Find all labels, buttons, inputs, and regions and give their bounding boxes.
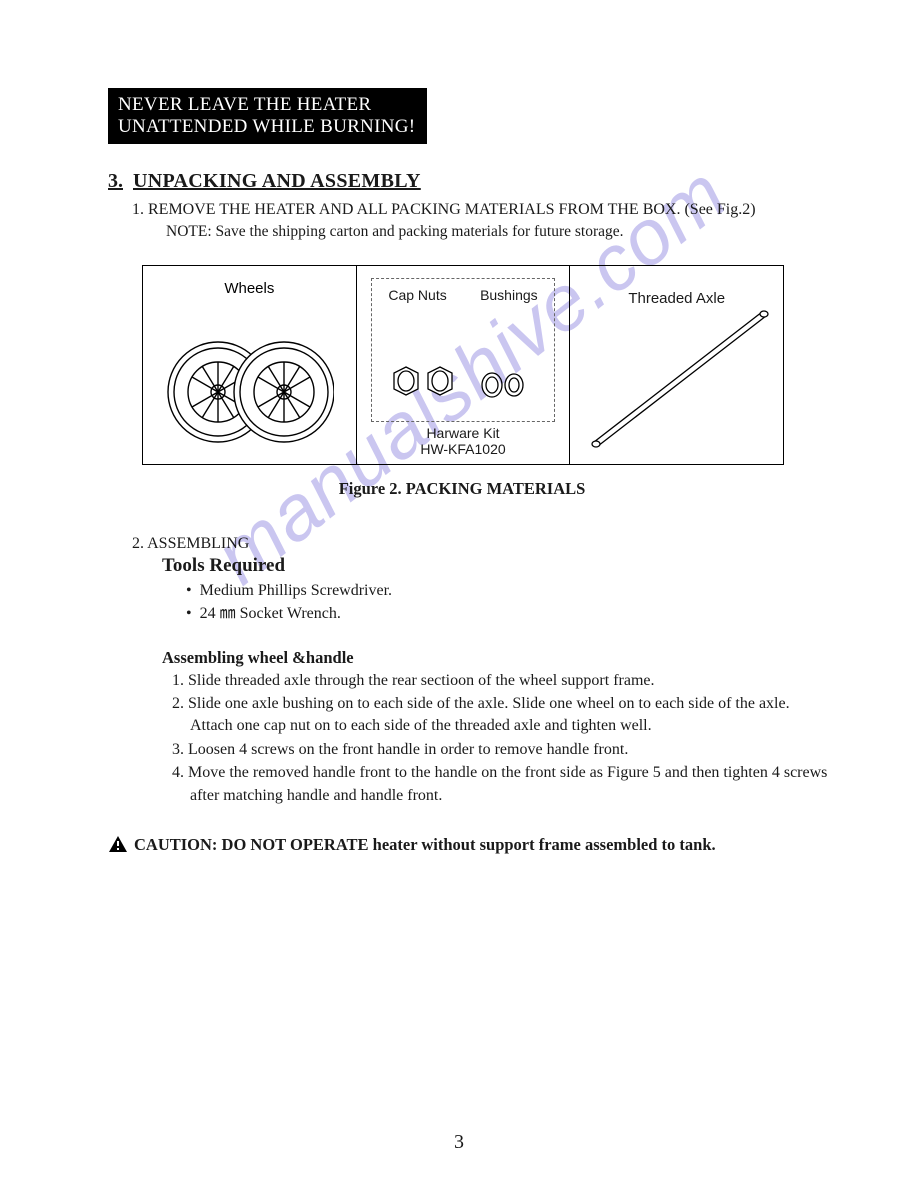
manual-page: manualshive.com NEVER LEAVE THE HEATER U… [0, 0, 918, 1188]
hardware-kit-line1: Harware Kit [357, 425, 570, 442]
hardware-kit-dashed-box: Cap Nuts Bushings [371, 278, 556, 422]
step-1-text: 1. REMOVE THE HEATER AND ALL PACKING MAT… [132, 199, 828, 221]
assemble-step-4: 4. Move the removed handle front to the … [172, 762, 828, 807]
assembling-steps-list: 1. Slide threaded axle through the rear … [172, 670, 828, 807]
tools-required-list: Medium Phillips Screwdriver. 24 ㎜ Socket… [186, 579, 828, 625]
section-heading: 3. UNPACKING AND ASSEMBLY [108, 170, 828, 193]
warning-line-2: UNATTENDED WHILE BURNING! [118, 116, 415, 138]
capnuts-illustration [386, 361, 464, 407]
tool-item-1: Medium Phillips Screwdriver. [186, 579, 828, 602]
figure-panel-wheels: Wheels [143, 266, 357, 464]
bushings-label: Bushings [480, 287, 538, 303]
wheels-illustration [164, 330, 334, 450]
hardware-kit-caption: Harware Kit HW-KFA1020 [357, 425, 570, 459]
tools-required-title: Tools Required [162, 555, 828, 577]
caution-text: CAUTION: DO NOT OPERATE heater without s… [134, 835, 716, 855]
axle-illustration [580, 296, 775, 456]
assemble-step-1: 1. Slide threaded axle through the rear … [172, 670, 828, 692]
step-1-block: 1. REMOVE THE HEATER AND ALL PACKING MAT… [132, 199, 828, 244]
warning-banner: NEVER LEAVE THE HEATER UNATTENDED WHILE … [108, 88, 427, 144]
step-2-head: 2. ASSEMBLING [132, 535, 828, 553]
caution-row: CAUTION: DO NOT OPERATE heater without s… [108, 835, 828, 855]
assembling-subtitle: Assembling wheel &handle [162, 648, 828, 668]
step-1-note: NOTE: Save the shipping carton and packi… [166, 222, 828, 243]
assemble-step-3: 3. Loosen 4 screws on the front handle i… [172, 739, 828, 761]
wheels-label: Wheels [143, 280, 356, 297]
assemble-step-2: 2. Slide one axle bushing on to each sid… [172, 693, 828, 738]
figure-2-caption: Figure 2. PACKING MATERIALS [142, 479, 782, 499]
tool-item-2: 24 ㎜ Socket Wrench. [186, 602, 828, 625]
figure-panel-axle: Threaded Axle [570, 266, 783, 464]
hardware-kit-line2: HW-KFA1020 [357, 441, 570, 458]
capnuts-label: Cap Nuts [388, 287, 446, 303]
figure-2-box: Wheels [142, 265, 784, 465]
step-2-block: 2. ASSEMBLING Tools Required Medium Phil… [132, 535, 828, 807]
content-layer: NEVER LEAVE THE HEATER UNATTENDED WHILE … [108, 88, 828, 855]
bushings-illustration [478, 367, 530, 403]
warning-triangle-icon [108, 835, 128, 853]
figure-panel-hardware: Cap Nuts Bushings [357, 266, 571, 464]
section-number: 3. [108, 170, 123, 193]
hardware-labels-row: Cap Nuts Bushings [372, 287, 555, 303]
page-number: 3 [0, 1131, 918, 1154]
warning-line-1: NEVER LEAVE THE HEATER [118, 94, 415, 116]
section-title: UNPACKING AND ASSEMBLY [133, 170, 421, 193]
